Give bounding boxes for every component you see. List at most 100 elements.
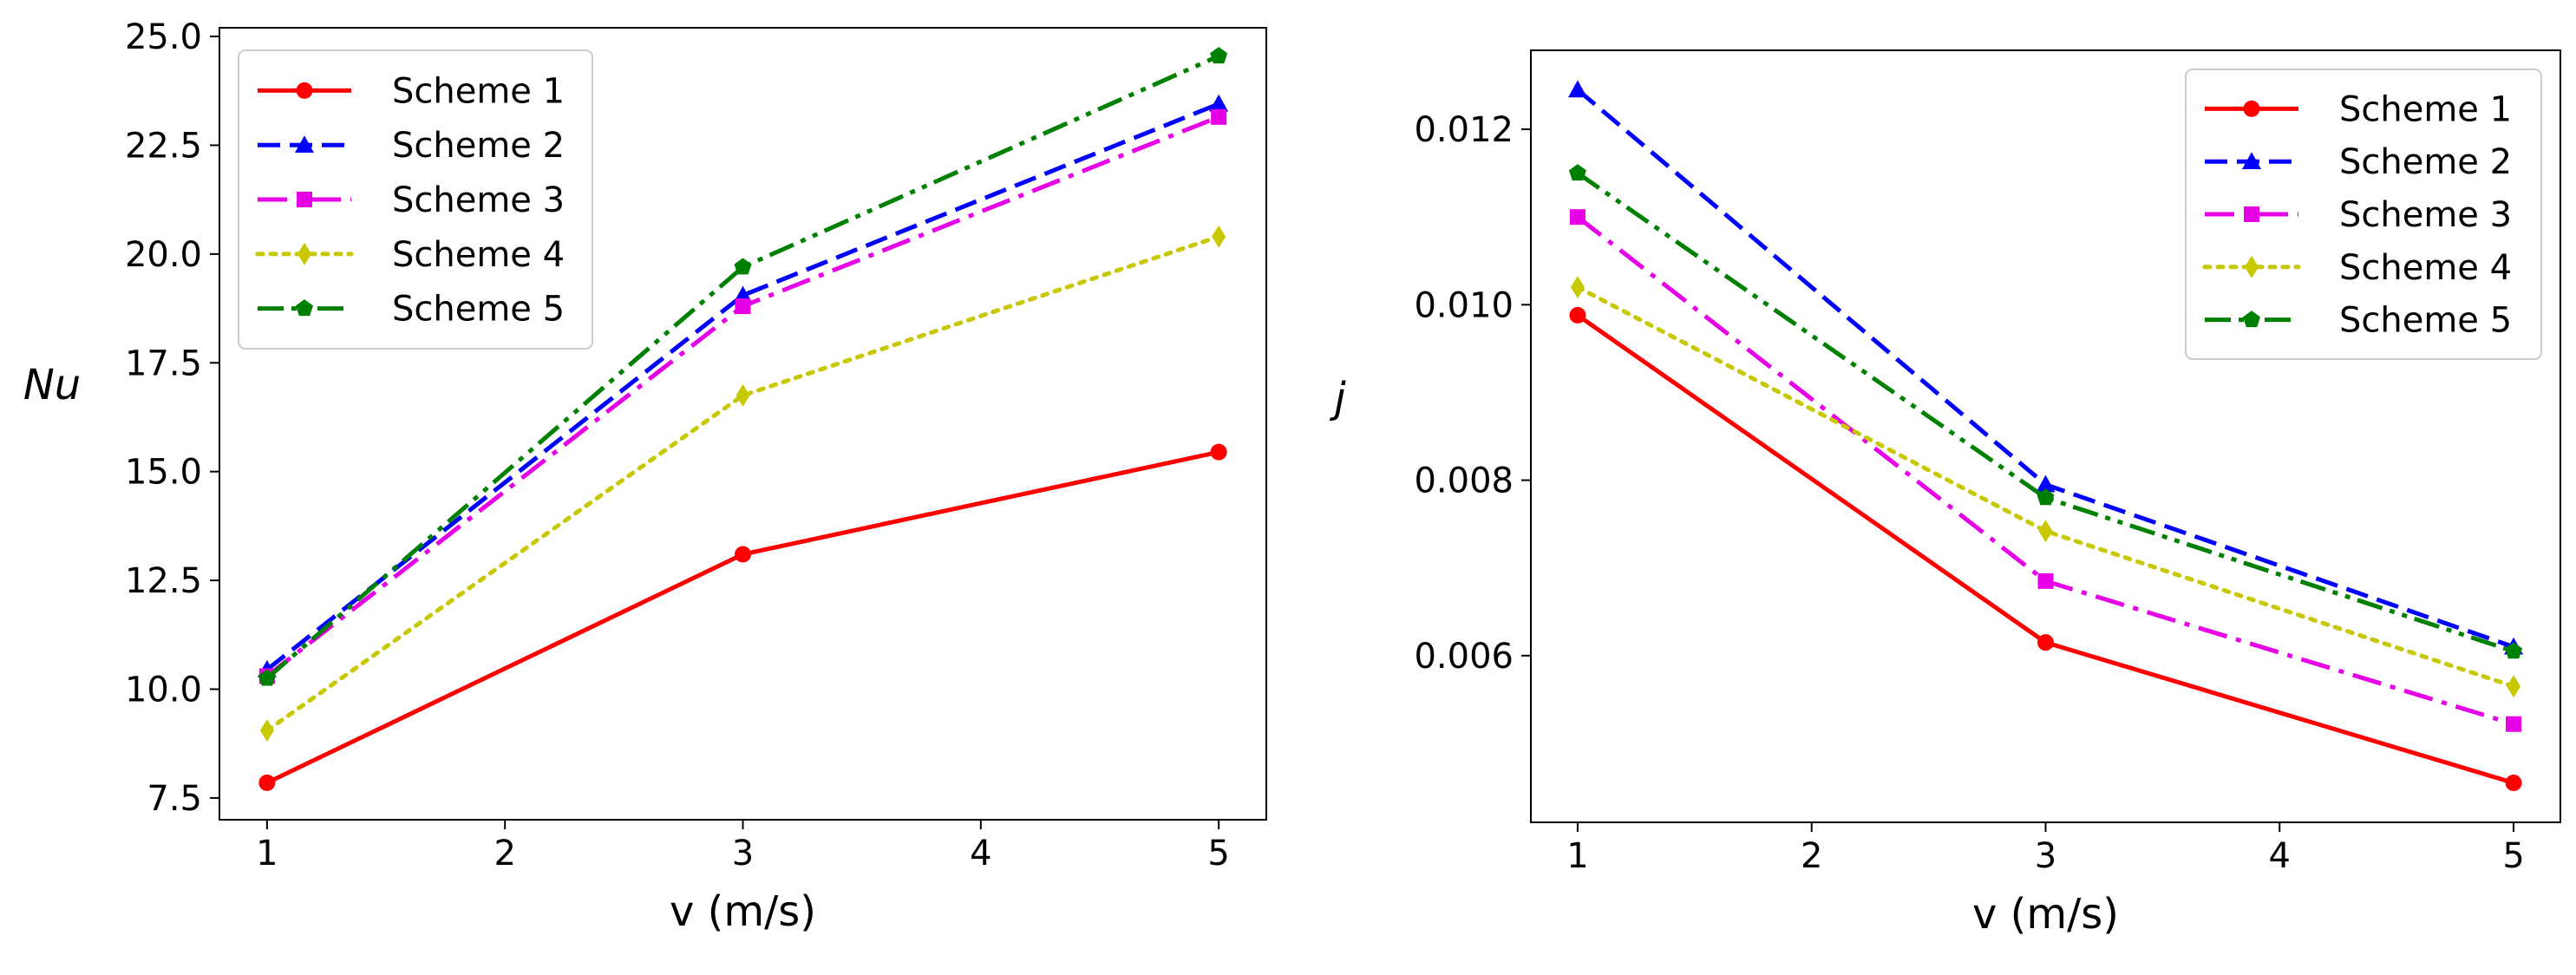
y-tick-label: 0.008 — [1414, 461, 1514, 501]
data-point-3-3 — [2506, 716, 2522, 732]
series-3 — [1569, 209, 2522, 732]
legend-marker — [297, 192, 312, 207]
legend-entry-2: Scheme 2 — [2205, 142, 2512, 182]
x-tick-label: 3 — [732, 834, 754, 874]
y-tick-label: 10.0 — [125, 671, 202, 710]
legend-marker — [2245, 255, 2259, 278]
data-point-3-2 — [735, 298, 751, 315]
chart-right: 1 2 3 4 5 0.006 0.008 0.010 0.012 v (m/s) j Scheme … — [1329, 49, 2561, 939]
legend-marker — [2244, 206, 2259, 222]
data-point-4-1 — [259, 719, 274, 743]
y-tick-label: 17.5 — [125, 344, 202, 383]
x-tick-label: 5 — [2502, 836, 2524, 876]
legend-label: Scheme 1 — [2339, 89, 2512, 129]
legend-marker — [296, 299, 313, 317]
y-axis-label: j — [1329, 374, 1346, 422]
x-tick-label: 1 — [1566, 836, 1588, 876]
y-tick-label: 12.5 — [125, 561, 202, 601]
legend-entry-2: Scheme 2 — [258, 126, 565, 166]
data-point-5-3 — [1210, 47, 1228, 64]
series-4 — [259, 225, 1226, 743]
x-tick-label: 4 — [2269, 836, 2291, 876]
x-tick-label: 3 — [2035, 836, 2056, 876]
data-point-4-2 — [2038, 520, 2053, 543]
legend-entry-3: Scheme 3 — [2205, 195, 2512, 235]
data-point-1-3 — [2505, 774, 2522, 791]
series-line-4 — [265, 234, 1221, 733]
data-point-5-3 — [2505, 642, 2523, 659]
legend-entry-1: Scheme 1 — [2205, 89, 2512, 129]
x-axis-label: v (m/s) — [1972, 890, 2119, 939]
data-point-1-1 — [1569, 306, 1586, 324]
x-tick-label: 2 — [1801, 836, 1822, 876]
legend-entry-4: Scheme 4 — [2202, 248, 2512, 288]
legend-entry-5: Scheme 5 — [2205, 301, 2512, 341]
data-point-1-2 — [735, 546, 751, 563]
x-tick-label: 5 — [1207, 834, 1229, 874]
legend-marker — [2242, 152, 2261, 169]
legend: Scheme 1 Scheme 2 Scheme 3 Scheme 4 Scheme 5 — [238, 49, 593, 350]
y-tick-label: 22.5 — [125, 126, 202, 166]
series-5 — [1568, 164, 2523, 659]
legend-label: Scheme 5 — [2339, 301, 2512, 341]
y-tick-label: 0.012 — [1414, 110, 1514, 150]
x-tick-label: 4 — [970, 834, 991, 874]
y-tick-label: 20.0 — [125, 235, 202, 275]
legend-label: Scheme 4 — [392, 235, 565, 275]
legend-marker — [2243, 100, 2260, 117]
y-tick-label: 7.5 — [147, 779, 202, 819]
data-point-1-2 — [2037, 634, 2054, 651]
y-tick-label: 25.0 — [125, 17, 202, 57]
legend-label: Scheme 5 — [392, 290, 565, 330]
data-point-5-2 — [2037, 488, 2055, 506]
series-line-1 — [265, 449, 1219, 785]
legend-label: Scheme 3 — [392, 180, 565, 220]
legend: Scheme 1 Scheme 2 Scheme 3 Scheme 4 Scheme 5 — [2185, 69, 2542, 360]
data-point-1-1 — [258, 774, 276, 791]
data-point-5-1 — [258, 669, 276, 686]
legend-label: Scheme 2 — [2339, 142, 2512, 182]
series-4 — [1570, 276, 2521, 698]
legend-entry-5: Scheme 5 — [258, 290, 565, 330]
data-point-5-1 — [1568, 164, 1586, 181]
legend-label: Scheme 3 — [2339, 195, 2512, 235]
legend-marker — [296, 82, 313, 99]
series-1 — [1569, 306, 2522, 791]
data-point-4-1 — [1570, 276, 1585, 299]
data-point-4-3 — [2507, 675, 2521, 698]
legend-label: Scheme 2 — [392, 126, 565, 166]
data-point-4-3 — [1212, 225, 1226, 248]
x-axis-label: v (m/s) — [670, 887, 816, 936]
data-point-4-2 — [736, 383, 750, 407]
series-1 — [258, 443, 1227, 791]
x-tick-label: 2 — [494, 834, 515, 874]
legend-entry-4: Scheme 4 — [255, 235, 565, 275]
y-tick-label: 15.0 — [125, 453, 202, 493]
legend-entry-3: Scheme 3 — [258, 180, 565, 220]
legend-marker — [297, 242, 311, 265]
y-tick-label: 0.010 — [1414, 285, 1514, 325]
data-point-3-2 — [2037, 573, 2054, 589]
legend-label: Scheme 1 — [392, 71, 565, 111]
series-line-5 — [1576, 171, 2514, 654]
series-line-2 — [265, 101, 1220, 671]
legend-marker — [295, 135, 314, 153]
data-point-3-3 — [1211, 108, 1227, 125]
legend-box — [238, 49, 593, 350]
data-point-2-2 — [2036, 474, 2056, 493]
data-point-5-2 — [734, 258, 752, 275]
chart-left: 1 2 3 4 5 7.5 10.0 12.5 15.0 17.5 20.0 22.5 25.0 v (m… — [23, 17, 1267, 936]
y-tick-label: 0.006 — [1414, 637, 1514, 677]
data-point-2-1 — [1567, 80, 1587, 98]
data-point-3-1 — [1569, 209, 1585, 226]
legend-label: Scheme 4 — [2339, 248, 2512, 288]
legend-box — [2185, 69, 2542, 360]
x-tick-label: 1 — [256, 834, 278, 874]
data-point-2-3 — [1209, 94, 1229, 112]
series-line-1 — [1576, 313, 2514, 785]
y-axis-label: Nu — [23, 361, 81, 409]
data-point-1-3 — [1210, 443, 1227, 461]
series-5 — [258, 47, 1228, 686]
legend-marker — [2243, 311, 2260, 328]
